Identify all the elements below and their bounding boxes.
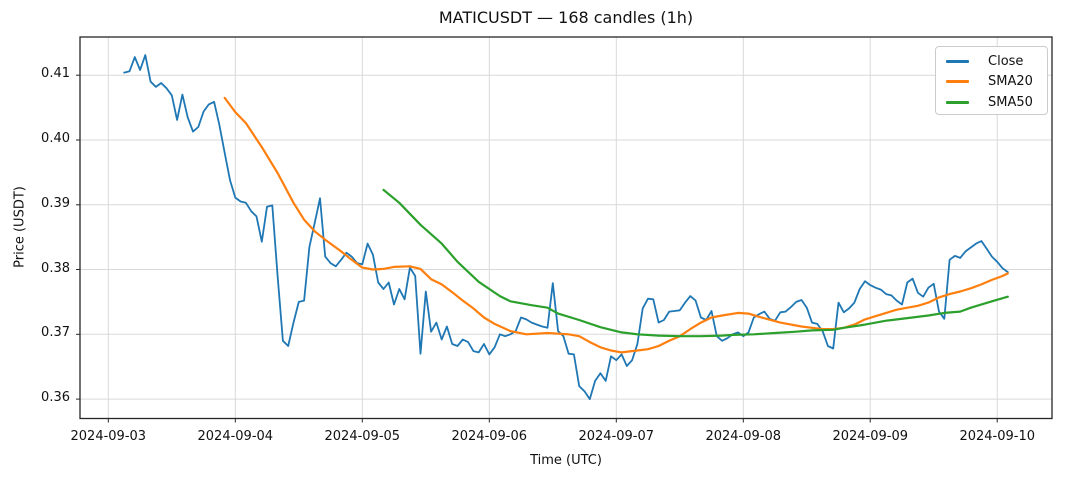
chart-title: MATICUSDT — 168 candles (1h) <box>438 8 694 27</box>
y-tick-label: 0.36 <box>41 390 70 406</box>
x-axis-label: Time (UTC) <box>530 453 602 468</box>
legend-label-sma50: SMA50 <box>988 94 1033 110</box>
x-tick-label: 2024-09-08 <box>705 429 782 444</box>
x-tick-label: 2024-09-03 <box>70 429 147 444</box>
legend-item-sma50: SMA50 <box>946 92 1047 113</box>
legend-item-sma20: SMA20 <box>946 72 1047 93</box>
tick-marks <box>76 74 998 423</box>
y-tick-label: 0.38 <box>41 260 70 276</box>
legend: Close SMA20 SMA50 <box>935 46 1048 115</box>
x-tick-label: 2024-09-07 <box>578 429 655 444</box>
legend-label-sma20: SMA20 <box>988 74 1033 90</box>
legend-line-sma50-icon <box>946 100 969 104</box>
y-tick-label: 0.39 <box>41 195 70 211</box>
y-tick-label: 0.37 <box>41 325 70 341</box>
legend-item-close: Close <box>946 51 1047 72</box>
legend-line-sma20-icon <box>946 80 969 84</box>
gridlines <box>80 37 1052 419</box>
x-tick-label: 2024-09-10 <box>959 429 1036 444</box>
legend-label-close: Close <box>988 53 1024 69</box>
x-tick-label: 2024-09-06 <box>451 429 528 444</box>
axes-spines <box>79 36 1053 420</box>
legend-line-close-icon <box>946 59 969 63</box>
y-tick-label: 0.41 <box>41 66 70 82</box>
x-tick-label: 2024-09-04 <box>197 429 274 444</box>
x-tick-label: 2024-09-05 <box>324 429 401 444</box>
series-lines <box>123 54 1009 400</box>
x-tick-label: 2024-09-09 <box>832 429 909 444</box>
y-tick-label: 0.40 <box>41 130 70 146</box>
